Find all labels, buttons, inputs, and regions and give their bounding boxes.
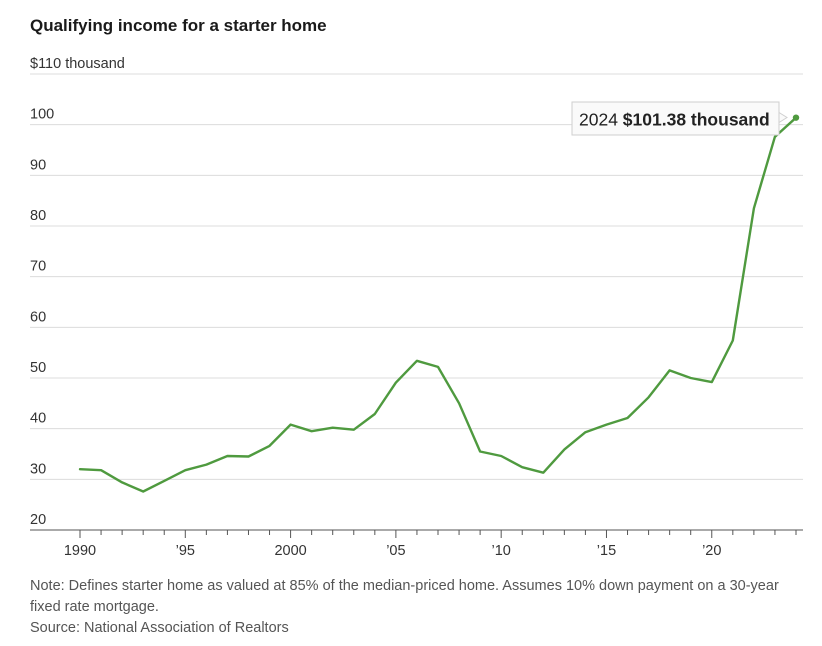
line-chart: $110 thousand 100 90 80 70 60 50 40 30 20 1990 ’95 2… bbox=[30, 56, 803, 559]
y-tick-label: 20 bbox=[30, 512, 46, 528]
x-tick-label: ’95 bbox=[176, 543, 195, 559]
series bbox=[78, 116, 798, 493]
axes: $110 thousand 100 90 80 70 60 50 40 30 20 1990 ’95 2… bbox=[30, 56, 797, 559]
y-tick-label: 90 bbox=[30, 157, 46, 173]
y-tick-label: 60 bbox=[30, 309, 46, 325]
y-tick-label: 40 bbox=[30, 411, 46, 427]
y-tick-label: 50 bbox=[30, 360, 46, 376]
chart-footer: Note: Defines starter home as valued at … bbox=[30, 576, 810, 639]
chart-source: Source: National Association of Realtors bbox=[30, 620, 289, 636]
annotation-text: 2024 $101.38 thousand bbox=[579, 110, 770, 130]
x-tick-label: ’05 bbox=[386, 543, 405, 559]
annotation-year: 2024 bbox=[579, 110, 623, 130]
chart-title: Qualifying income for a starter home bbox=[30, 16, 327, 35]
chart-note: Note: Defines starter home as valued at … bbox=[30, 578, 779, 615]
y-tick-label: 100 bbox=[30, 107, 54, 123]
annotation-pointer bbox=[778, 111, 788, 124]
y-tick-label: 30 bbox=[30, 461, 46, 477]
x-tick-label: ’15 bbox=[597, 543, 616, 559]
y-tick-label: $110 thousand bbox=[30, 56, 125, 72]
x-tick-label: 2000 bbox=[274, 543, 306, 559]
x-tick-label: ’10 bbox=[491, 543, 510, 559]
x-tick-label: 1990 bbox=[64, 543, 96, 559]
annotation: 2024 $101.38 thousand bbox=[571, 101, 800, 136]
x-tick-label: ’20 bbox=[702, 543, 721, 559]
gridlines bbox=[30, 73, 803, 531]
annotation-value: $101.38 thousand bbox=[623, 110, 770, 130]
series-line-qualifying-income bbox=[78, 116, 798, 493]
last-point-marker bbox=[792, 114, 800, 121]
annotation-box bbox=[571, 101, 780, 136]
y-tick-label: 80 bbox=[30, 208, 46, 224]
y-tick-label: 70 bbox=[30, 259, 46, 275]
